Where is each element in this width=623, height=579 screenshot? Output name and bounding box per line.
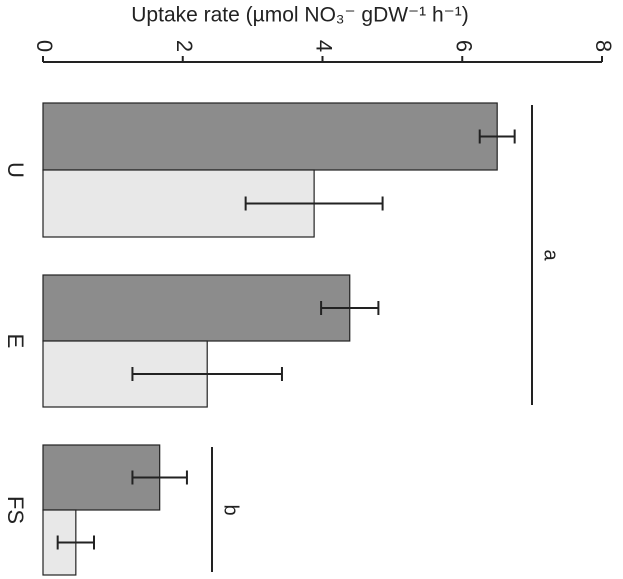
x-tick-label: 2 [172, 40, 197, 52]
x-tick-label: 0 [32, 40, 57, 52]
x-tick-label: 6 [451, 40, 476, 52]
x-tick-label: 4 [312, 40, 337, 52]
annotation: a [540, 249, 562, 261]
y-tick-label: FS [3, 496, 28, 524]
x-tick-label: 8 [591, 40, 616, 52]
annotation: b [220, 504, 242, 515]
y-tick-label: E [3, 334, 28, 349]
y-tick-label: U [3, 162, 28, 178]
chart-title: Uptake rate (µmol NO₃⁻ gDW⁻¹ h⁻¹) [131, 4, 468, 27]
bar [42, 274, 351, 342]
bar [42, 102, 498, 171]
